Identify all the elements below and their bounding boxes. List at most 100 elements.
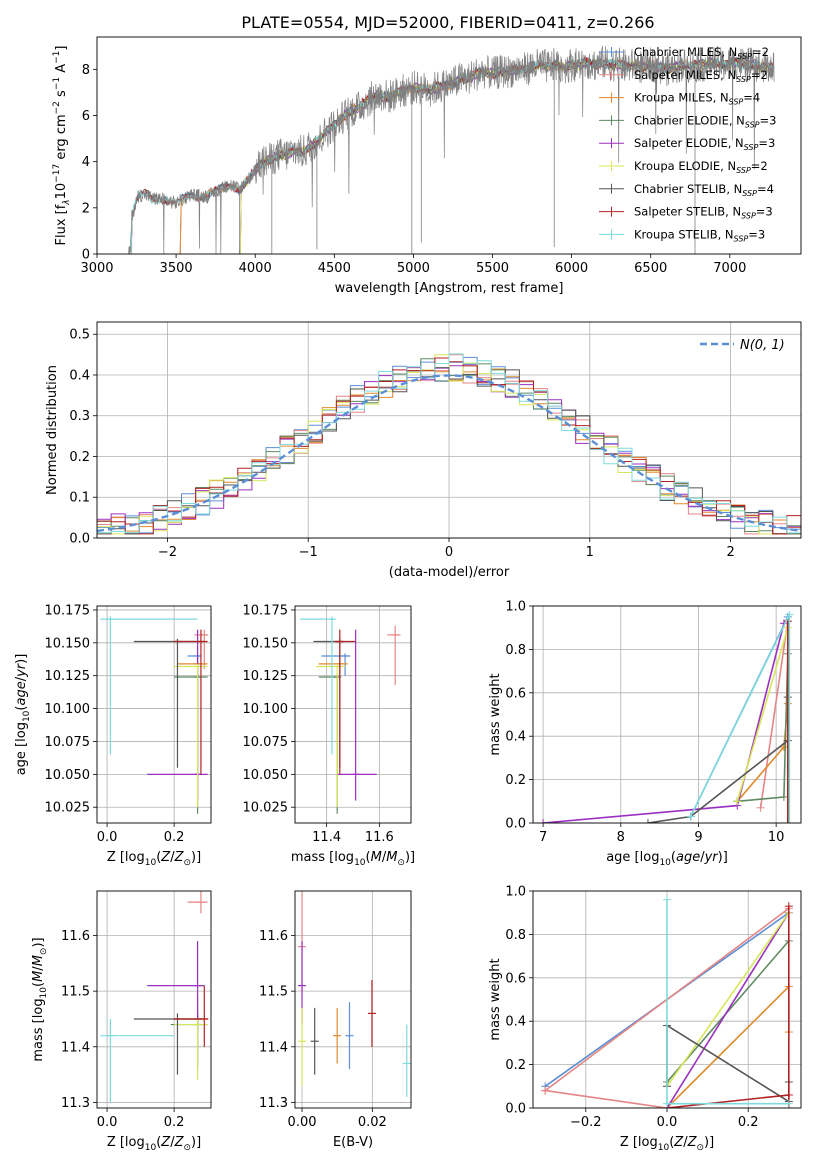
x-tick-label: 1 (586, 545, 594, 560)
weight-vs-age-panel: 7 8 9 10 0.0 0.2 0.4 0.6 0.8 1.0 mass weight age [l… (488, 600, 802, 868)
age-vs-mass-panel: 11.4 11.6 10.025 10.050 10.075 10.100 10.125 10… (243, 603, 416, 868)
legend-label: Salpeter STELIB, NSSP=3 (634, 205, 773, 221)
y-axis-label: Flux [fλ10−17 erg cm−2 s−1 A−1] (52, 46, 72, 246)
y-tick-label: 2 (82, 201, 90, 216)
x-tick-label: 10 (768, 830, 785, 845)
x-axis-label: wavelength [Angstrom, rest frame] (335, 281, 564, 296)
x-tick-label: 4500 (318, 261, 351, 276)
y-tick-label: 0.8 (505, 928, 526, 943)
weight-line-salpeter_miles (759, 621, 789, 808)
x-axis-label: Z [log10(Z/Z⊙)] (620, 1135, 714, 1153)
plot-area (97, 353, 801, 538)
model-spectrum-salpeter_elodie (239, 56, 775, 254)
y-tick-label: 11.4 (259, 1040, 288, 1055)
y-axis-label: mass [log10(M/M⊙)] (31, 937, 49, 1061)
x-tick-label: −1 (299, 545, 318, 560)
y-tick-label: 10.150 (243, 636, 289, 651)
x-tick-label: 11.4 (312, 830, 341, 845)
normal-curve (97, 374, 801, 533)
age-vs-z-panel: 0.0 0.2 10.025 10.050 10.075 10.100 10.125 10.1… (14, 603, 212, 868)
y-axis-label: age [log10(age/yr)] (14, 654, 32, 776)
y-tick-label: 10.125 (243, 669, 289, 684)
y-tick-label: 11.5 (259, 985, 288, 1000)
spectrum-panel: 3000 3500 4000 4500 5000 5500 6000 6500 7000 0 2 4 6… (52, 36, 802, 296)
y-tick-label: 0.6 (505, 971, 526, 986)
x-axis-label: (data-model)/error (389, 565, 510, 580)
y-tick-label: 11.6 (259, 929, 288, 944)
weight-line-salpeter_elodie (666, 912, 790, 1108)
x-tick-label: 11.6 (365, 830, 394, 845)
x-axis-label: Z [log10(Z/Z⊙)] (107, 1135, 201, 1153)
axes-frame (294, 890, 412, 1109)
y-tick-label: 10.100 (45, 702, 91, 717)
y-tick-label: 0.8 (505, 643, 526, 658)
y-tick-label: 0.4 (69, 368, 90, 383)
y-tick-label: 0.2 (505, 773, 526, 788)
axes-frame (96, 36, 802, 255)
y-tick-label: 0.2 (505, 1058, 526, 1073)
x-tick-label: 6500 (634, 261, 667, 276)
legend-label: Kroupa MILES, NSSP=4 (634, 91, 760, 107)
y-tick-label: 11.5 (61, 985, 90, 1000)
legend-label: Salpeter ELODIE, NSSP=3 (634, 136, 775, 152)
legend-label: Salpeter MILES, NSSP=2 (634, 68, 768, 84)
x-tick-label: 0.00 (288, 1115, 317, 1130)
weight-line-salpeter_stelib (666, 906, 790, 1108)
y-axis-label: mass weight (488, 673, 503, 755)
grid-lines (97, 606, 211, 823)
plot-area (100, 891, 209, 1103)
x-tick-label: 7000 (713, 261, 746, 276)
y-tick-label: 10.025 (243, 801, 289, 816)
x-axis-label: mass [log10(M/M⊙)] (291, 850, 415, 868)
y-tick-label: 11.3 (61, 1096, 90, 1111)
y-tick-label: 11.6 (61, 929, 90, 944)
y-tick-label: 10.175 (243, 603, 289, 618)
y-tick-label: 1.0 (505, 885, 526, 900)
mass-vs-ebv-panel: 0.00 0.02 11.3 11.4 11.5 11.6 E(B-V) (259, 890, 412, 1150)
x-tick-label: 0 (445, 545, 453, 560)
x-tick-label: 0.02 (358, 1115, 387, 1130)
x-tick-label: 0.0 (657, 1115, 678, 1130)
x-tick-label: 4000 (239, 261, 272, 276)
residual-histogram-chabrier_stelib (97, 367, 801, 538)
y-tick-label: 0.1 (69, 491, 90, 506)
plot-area (128, 45, 775, 254)
y-tick-label: 0.5 (69, 328, 90, 343)
y-axis-label: Normed distribution (45, 365, 60, 495)
y-tick-label: 11.3 (259, 1096, 288, 1111)
y-tick-label: 6 (82, 109, 90, 124)
x-tick-label: 3500 (160, 261, 193, 276)
axes-frame (96, 605, 212, 824)
y-tick-label: 8 (82, 63, 90, 78)
observed-spectrum (128, 45, 775, 254)
figure-title: PLATE=0554, MJD=52000, FIBERID=0411, z=0… (241, 13, 654, 32)
x-axis-label: age [log10(age/yr)] (606, 850, 728, 868)
legend-label: N(0, 1) (740, 338, 785, 353)
x-tick-label: 0.2 (164, 830, 185, 845)
weight-line-salpeter_elodie (543, 623, 785, 823)
x-tick-label: 0.2 (738, 1115, 759, 1130)
legend-label: Chabrier ELODIE, NSSP=3 (634, 113, 776, 129)
y-tick-label: 10.075 (45, 735, 91, 750)
y-tick-label: 0.2 (69, 450, 90, 465)
y-tick-label: 0.4 (505, 1015, 526, 1030)
grid-lines (295, 606, 411, 823)
plot-area (541, 895, 793, 1108)
y-tick-label: 0.3 (69, 409, 90, 424)
legend-label: Chabrier STELIB, NSSP=4 (634, 182, 774, 198)
y-tick-label: 10.175 (45, 603, 91, 618)
mass-vs-z-panel: 0.0 0.2 11.3 11.4 11.5 11.6 Z [log10(Z/Z⊙)] mas… (31, 890, 212, 1153)
y-tick-label: 10.050 (45, 768, 91, 783)
x-tick-label: 0.2 (164, 1115, 185, 1130)
y-tick-label: 10.150 (45, 636, 91, 651)
y-tick-label: 0.0 (69, 532, 90, 547)
x-tick-label: 6000 (555, 261, 588, 276)
axes-frame (532, 890, 802, 1109)
x-tick-label: 2 (726, 545, 734, 560)
y-axis-label: mass weight (488, 958, 503, 1040)
y-tick-label: 0.0 (505, 1102, 526, 1117)
x-tick-label: 0.0 (97, 1115, 118, 1130)
x-tick-label: 5000 (397, 261, 430, 276)
y-tick-label: 10.075 (243, 735, 289, 750)
x-tick-label: 0.0 (97, 830, 118, 845)
